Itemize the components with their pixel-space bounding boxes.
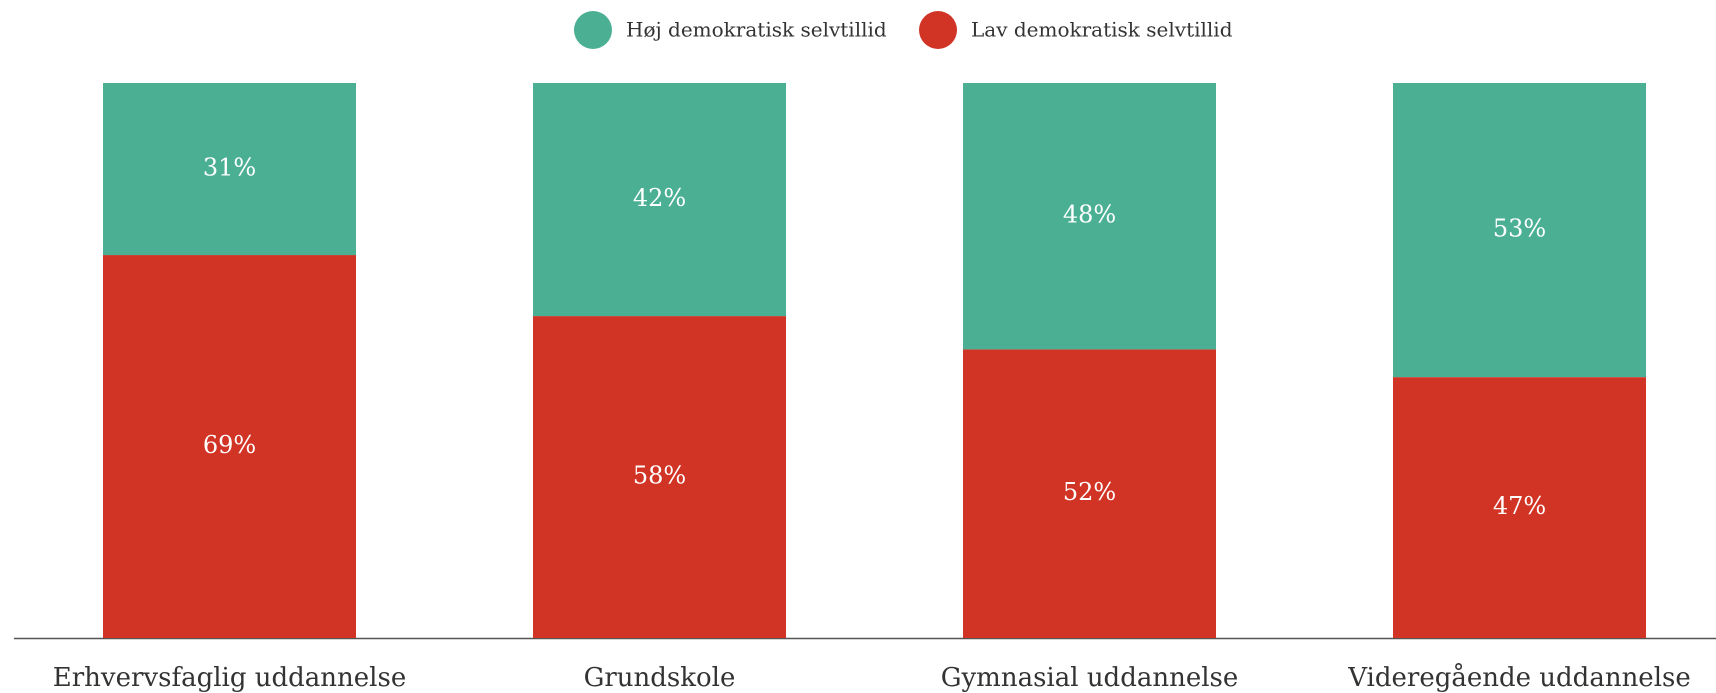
- data-label: 47%: [1493, 492, 1546, 520]
- bar-segment: [963, 83, 1216, 350]
- x-tick-label: Videregående uddannelse: [1347, 662, 1691, 693]
- x-tick-label: Erhvervsfaglig uddannelse: [53, 663, 406, 693]
- legend-swatch: [574, 11, 612, 49]
- data-label: 69%: [203, 431, 256, 459]
- data-label: 48%: [1063, 201, 1116, 229]
- bar-segment: [1393, 377, 1646, 638]
- bar-segment: [103, 255, 356, 639]
- x-tick-label: Grundskole: [584, 663, 736, 693]
- data-label: 52%: [1063, 478, 1116, 506]
- legend-label: Lav demokratisk selvtillid: [971, 18, 1233, 42]
- data-label: 42%: [633, 184, 686, 212]
- data-label: 31%: [203, 154, 256, 182]
- legend-label: Høj demokratisk selvtillid: [626, 18, 887, 42]
- data-label: 53%: [1493, 215, 1546, 243]
- bar-segment: [1393, 83, 1646, 378]
- bar-segment: [533, 316, 786, 638]
- legend-swatch: [919, 11, 957, 49]
- bar-segment: [963, 349, 1216, 638]
- bar-segment: [103, 83, 356, 256]
- bar-segment: [533, 83, 786, 317]
- data-label: 58%: [633, 462, 686, 490]
- x-tick-label: Gymnasial uddannelse: [941, 663, 1239, 693]
